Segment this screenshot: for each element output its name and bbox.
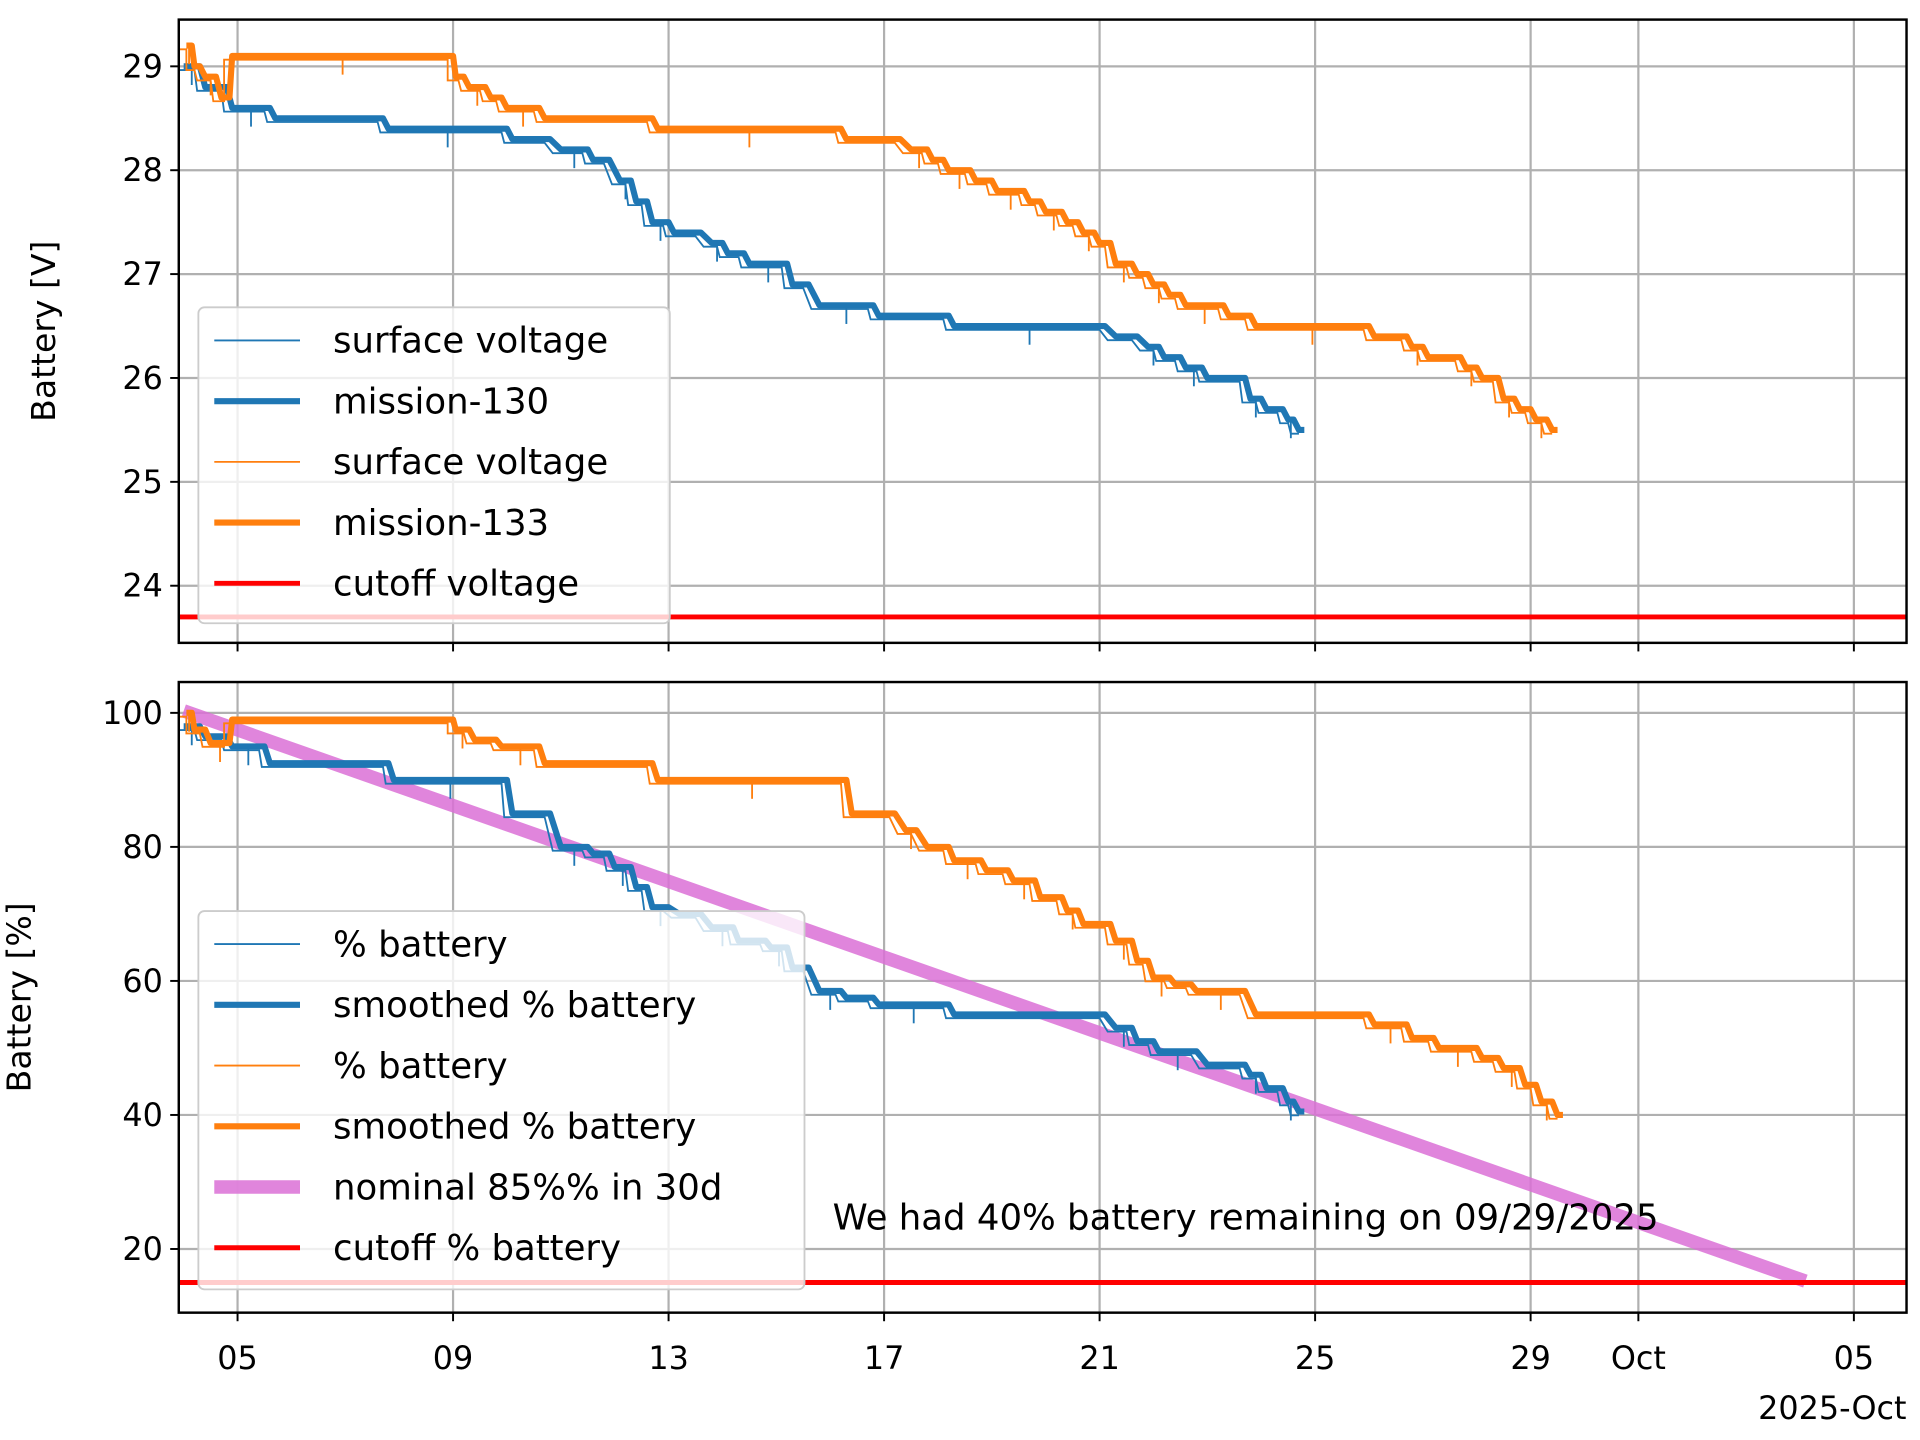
legend-label: % battery: [333, 924, 508, 965]
x-tick-label: 21: [1079, 1339, 1120, 1377]
legend: surface voltage mission-130 surface voltag…: [197, 306, 671, 625]
mission-133-smoothed-line: [186, 709, 1563, 1119]
y-tick-label: 25: [122, 463, 163, 501]
x-tick-label: 17: [864, 1339, 905, 1377]
y-tick-label: 80: [122, 828, 163, 866]
legend-label: smoothed % battery: [333, 1107, 696, 1148]
plot-area: [178, 42, 1907, 620]
mission-133-raw-line: [178, 48, 1553, 435]
mission-133-smoothed-line: [186, 42, 1558, 433]
legend-box: [197, 306, 671, 625]
mission-130-raw-line: [178, 69, 1299, 435]
legend-label: surface voltage: [333, 321, 608, 362]
y-tick-label: 24: [122, 567, 163, 605]
percent-axes: 05 09 13 17 21 25 29 Oct 05 20 40 60 80 100 Battery [%…: [0, 680, 1908, 1377]
legend-label: smoothed % battery: [333, 985, 696, 1026]
legend-label: cutoff % battery: [333, 1228, 621, 1269]
x-tick-label: 05: [217, 1339, 258, 1377]
x-tick-label: 09: [433, 1339, 474, 1377]
y-tick-label: 29: [122, 47, 163, 85]
legend-box: [197, 910, 806, 1291]
x-tick-label: 29: [1510, 1339, 1551, 1377]
legend-label: cutoff voltage: [333, 564, 579, 605]
y-axis-label: Battery [%]: [0, 902, 39, 1092]
nominal-line: [181, 704, 1808, 1288]
mission-133-raw-line: [178, 715, 1558, 1120]
annotation-text: We had 40% battery remaining on 09/29/20…: [833, 1197, 1659, 1238]
x-tick-label: 25: [1295, 1339, 1336, 1377]
legend: % battery smoothed % battery % battery smoo…: [197, 910, 806, 1291]
legend-label: mission-130: [333, 381, 549, 422]
y-axis-label: Battery [V]: [24, 241, 63, 422]
y-tick-label: 28: [122, 151, 163, 189]
mission-130-smoothed-line: [183, 63, 1305, 433]
voltage-axes: 24 25 26 27 28 29 Battery [V] surface voltage mi…: [24, 18, 1908, 652]
x-tick-label: Oct: [1611, 1339, 1666, 1377]
y-tick-label: 40: [122, 1096, 163, 1134]
y-tick-label: 26: [122, 359, 163, 397]
x-offset-label: 2025-Oct: [1758, 1389, 1906, 1427]
x-tick-label: 05: [1834, 1339, 1875, 1377]
legend-label: surface voltage: [333, 442, 608, 483]
y-tick-label: 20: [122, 1230, 163, 1268]
x-tick-label: 13: [648, 1339, 689, 1377]
y-tick-label: 60: [122, 962, 163, 1000]
legend-label: nominal 85%% in 30d: [333, 1167, 722, 1208]
axes-frame: [177, 18, 1908, 645]
legend-label: % battery: [333, 1046, 508, 1087]
y-tick-label: 100: [102, 694, 163, 732]
axes-frame: [177, 680, 1908, 1314]
y-tick-label: 27: [122, 255, 163, 293]
legend-label: mission-133: [333, 503, 549, 544]
